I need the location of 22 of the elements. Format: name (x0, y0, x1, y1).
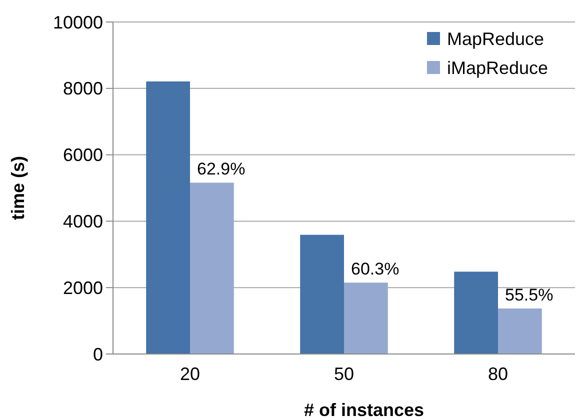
annotation: 60.3% (351, 260, 400, 279)
y-tick-label: 0 (92, 344, 103, 364)
x-tick-label: 50 (334, 364, 354, 384)
bar (454, 272, 498, 354)
y-tick-label: 2000 (62, 278, 103, 298)
bar (190, 182, 234, 354)
legend-label: MapReduce (447, 28, 544, 49)
y-axis-title: time (s) (8, 156, 28, 220)
annotation: 55.5% (505, 286, 554, 305)
x-axis-title: # of instances (304, 400, 424, 420)
y-tick-label: 6000 (62, 145, 103, 166)
bar (344, 282, 388, 354)
bar (498, 308, 542, 354)
legend-label: iMapReduce (447, 58, 548, 78)
y-tick-label: 10000 (52, 12, 103, 32)
x-tick-label: 20 (180, 364, 200, 384)
bar (300, 234, 344, 354)
annotation: 62.9% (197, 160, 246, 179)
y-tick-label: 8000 (62, 78, 103, 99)
x-tick-label: 80 (488, 364, 508, 384)
bar (146, 81, 190, 354)
y-tick-label: 4000 (62, 212, 103, 232)
